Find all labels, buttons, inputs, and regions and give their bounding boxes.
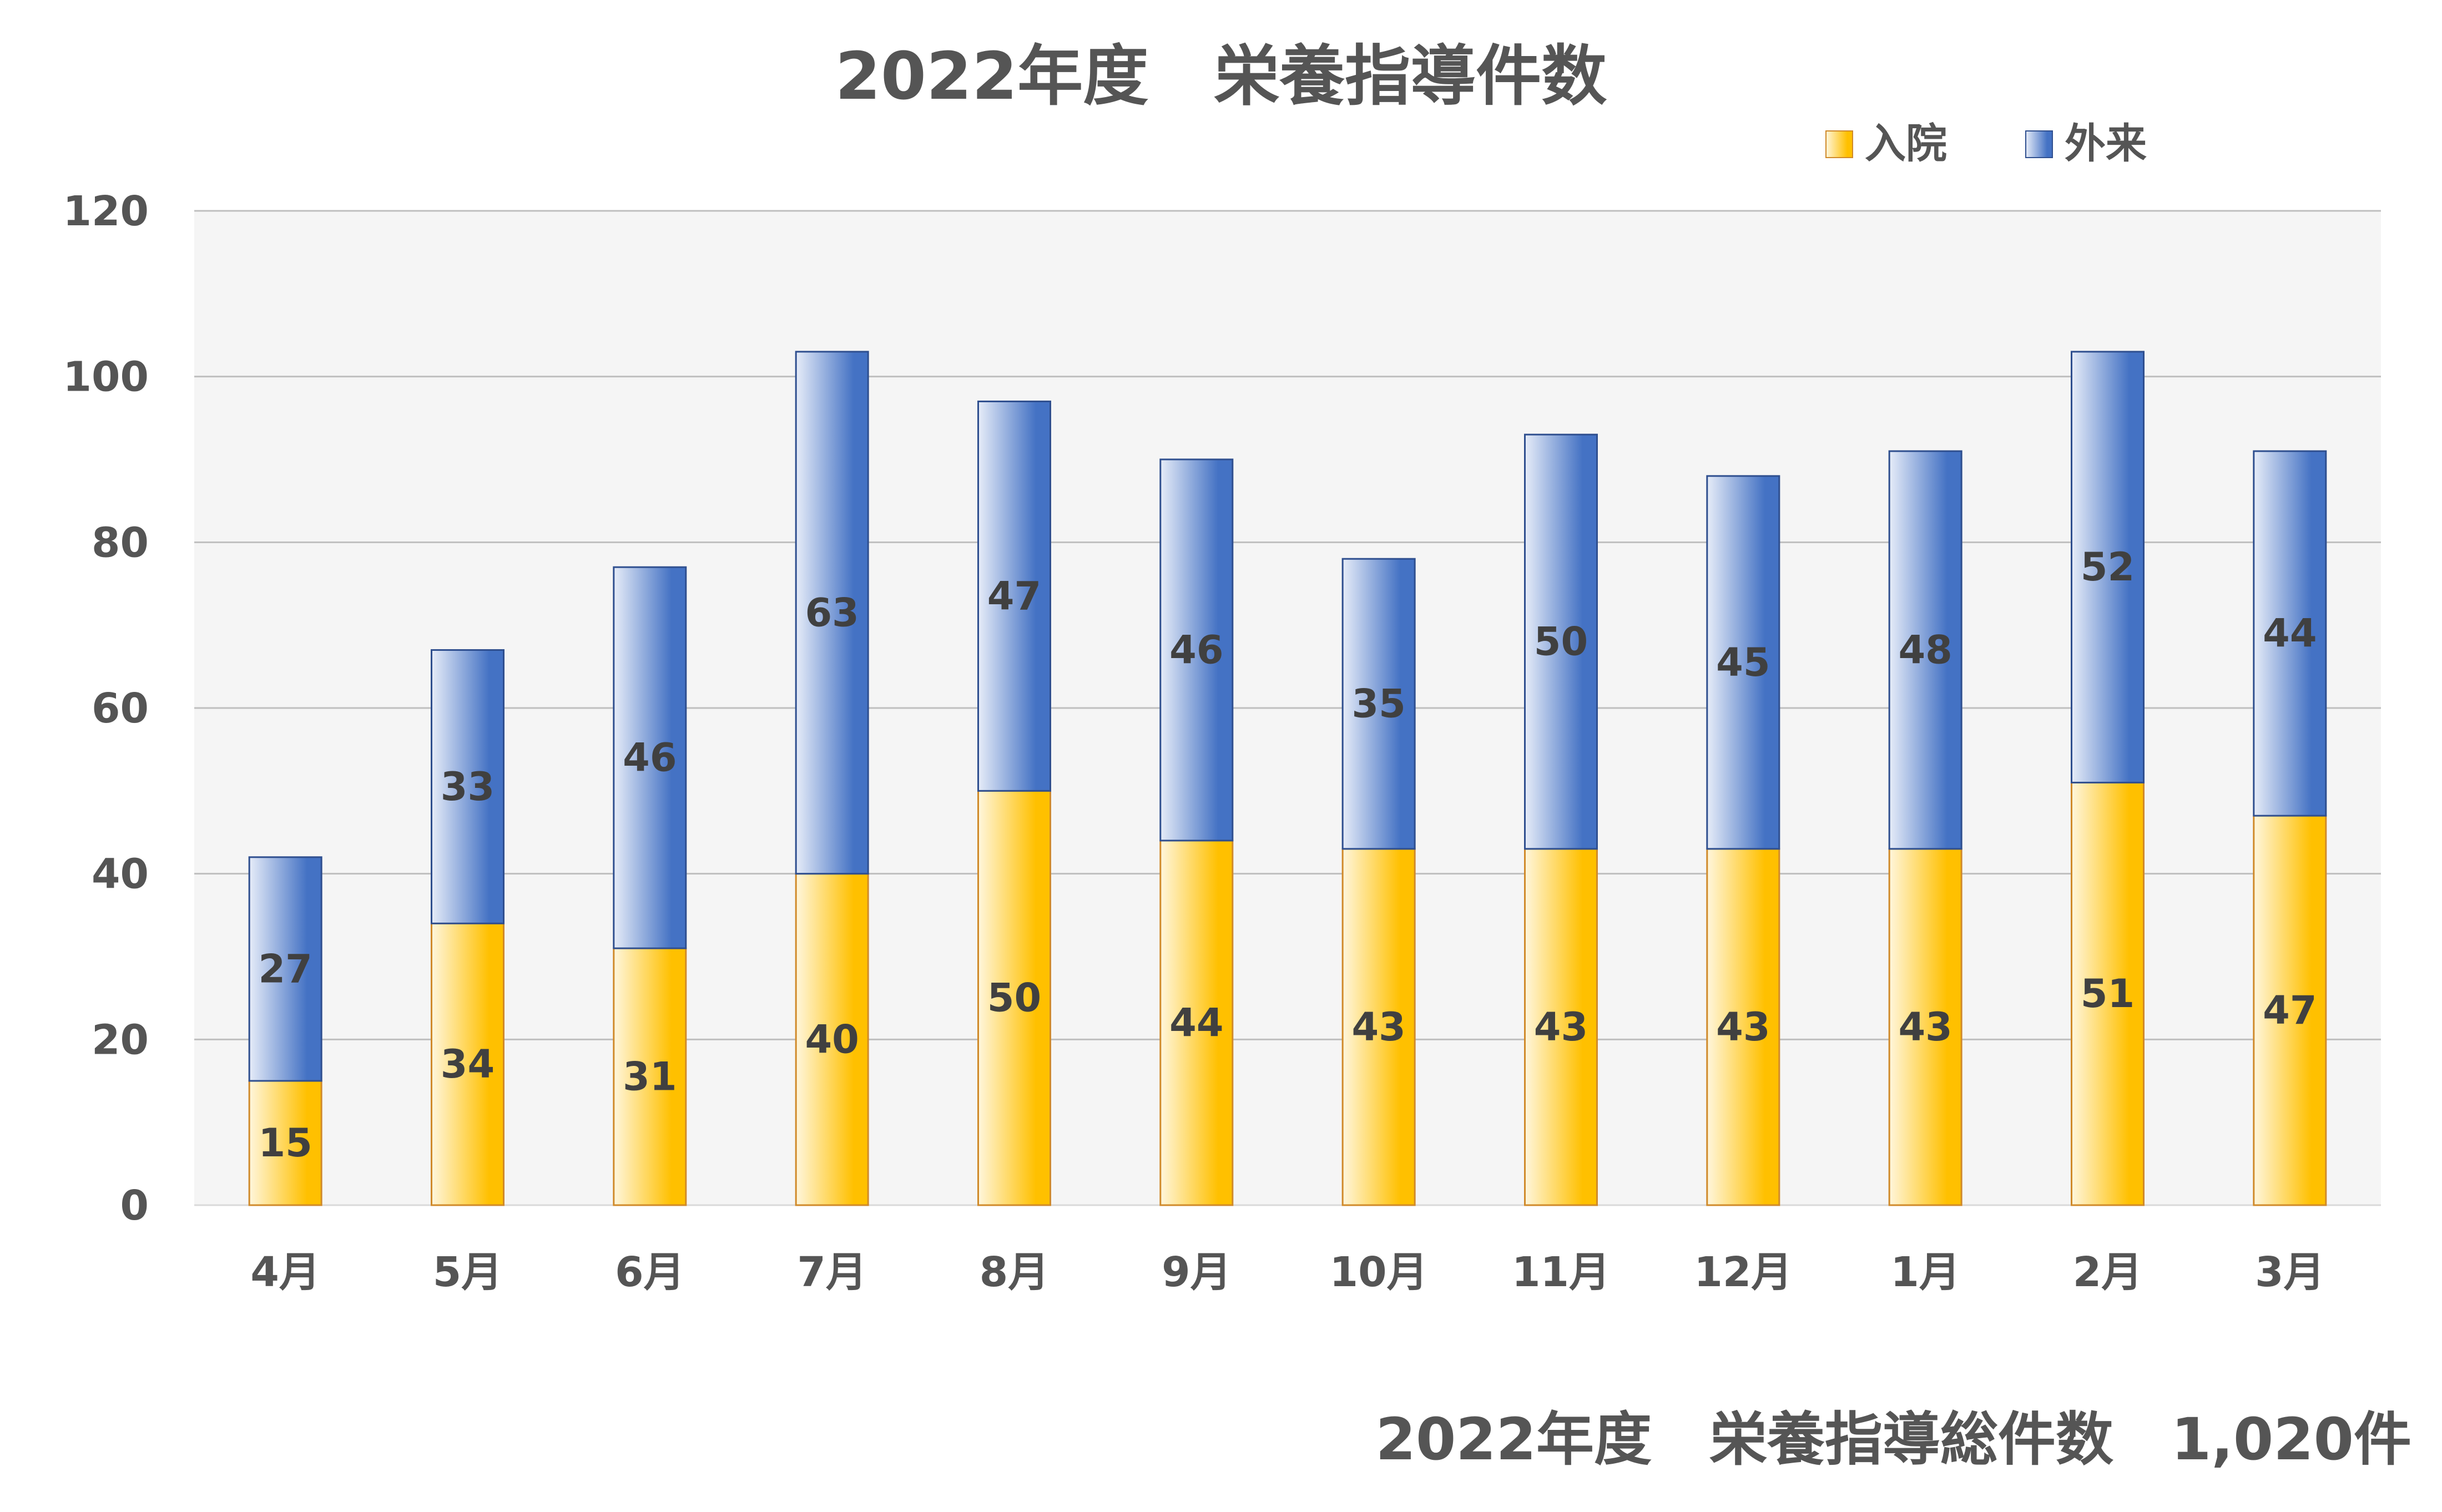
bar-segment-inpatient — [2071, 781, 2145, 1206]
x-tick-label: 1月 — [1890, 1248, 1960, 1296]
bar-segment-outpatient — [1341, 558, 1416, 850]
plot-area: 0 20 40 60 80 100 120 15 27 4月 34 33 5月 31 46 6月 40 63 7月 5… — [63, 188, 2381, 1296]
x-tick-label: 3月 — [2255, 1248, 2325, 1296]
data-label: 50 — [1534, 619, 1588, 665]
x-tick-label: 8月 — [980, 1248, 1050, 1296]
data-label: 33 — [441, 764, 495, 810]
data-label: 47 — [2263, 988, 2317, 1033]
legend: 入院 外来 — [1825, 120, 2147, 168]
data-label: 47 — [987, 573, 1041, 619]
bar-segment-inpatient — [1341, 848, 1416, 1206]
legend-label: 外来 — [2065, 120, 2147, 168]
data-label: 50 — [987, 975, 1041, 1021]
data-label: 43 — [1534, 1004, 1588, 1050]
legend-item-outpatient: 外来 — [2025, 120, 2147, 168]
total-count-text: 2022年度 栄養指導総件数 1,020件 — [1376, 1405, 2411, 1473]
y-tick-label: 60 — [92, 685, 149, 732]
data-label: 34 — [441, 1041, 495, 1087]
bar-segment-outpatient — [1524, 433, 1598, 850]
bar-segment-inpatient — [1159, 840, 1234, 1206]
legend-swatch — [2025, 130, 2053, 158]
x-tick-label: 7月 — [797, 1248, 867, 1296]
bar-segment-outpatient — [613, 566, 687, 949]
bar-segment-outpatient — [977, 400, 1051, 792]
legend-swatch — [1825, 130, 1853, 158]
data-label: 52 — [2081, 544, 2135, 590]
bar-segment-outpatient — [248, 856, 322, 1082]
data-label: 44 — [1169, 1000, 1223, 1045]
data-label: 48 — [1898, 627, 1952, 672]
bar-segment-outpatient — [1706, 475, 1780, 850]
x-tick-label: 4月 — [250, 1248, 320, 1296]
bar-segment-inpatient — [613, 947, 687, 1206]
data-label: 51 — [2081, 971, 2135, 1017]
data-label: 63 — [805, 590, 859, 635]
data-label: 45 — [1716, 640, 1770, 685]
y-tick-label: 100 — [63, 353, 149, 401]
data-label: 40 — [805, 1017, 859, 1062]
bar-segment-outpatient — [795, 351, 869, 875]
x-tick-label: 5月 — [433, 1248, 503, 1296]
y-tick-label: 20 — [92, 1016, 149, 1064]
chart-title: 2022年度 栄養指導件数 — [835, 38, 1607, 114]
x-tick-label: 2月 — [2073, 1248, 2143, 1296]
data-label: 43 — [1716, 1004, 1770, 1050]
y-tick-label: 0 — [120, 1182, 149, 1230]
y-tick-label: 80 — [92, 519, 149, 567]
bar-segment-inpatient — [795, 873, 869, 1206]
x-tick-label: 6月 — [615, 1248, 685, 1296]
x-tick-label: 9月 — [1162, 1248, 1232, 1296]
data-label: 46 — [623, 735, 677, 781]
y-tick-label: 120 — [63, 188, 149, 235]
x-tick-label: 10月 — [1330, 1248, 1428, 1296]
data-label: 43 — [1351, 1004, 1405, 1050]
data-label: 31 — [623, 1054, 677, 1100]
y-tick-label: 40 — [92, 851, 149, 898]
bar-segment-inpatient — [977, 790, 1051, 1206]
data-label: 43 — [1898, 1004, 1952, 1050]
bar-segment-inpatient — [431, 922, 504, 1206]
data-label: 27 — [258, 946, 312, 992]
bar-segment-inpatient — [1706, 848, 1780, 1206]
bar-segment-outpatient — [1159, 458, 1234, 842]
x-tick-label: 11月 — [1512, 1248, 1610, 1296]
data-label: 15 — [258, 1120, 312, 1166]
legend-label: 入院 — [1865, 120, 1947, 168]
legend-item-inpatient: 入院 — [1825, 120, 1947, 168]
data-label: 46 — [1169, 627, 1223, 672]
bar-segment-outpatient — [2071, 351, 2145, 783]
data-label: 35 — [1351, 681, 1405, 727]
x-tick-label: 12月 — [1694, 1248, 1792, 1296]
data-label: 44 — [2263, 611, 2317, 656]
bar-segment-inpatient — [2253, 815, 2327, 1206]
bar-segment-outpatient — [431, 649, 504, 924]
bar-segment-outpatient — [1888, 450, 1962, 850]
bar-segment-outpatient — [2253, 450, 2327, 817]
